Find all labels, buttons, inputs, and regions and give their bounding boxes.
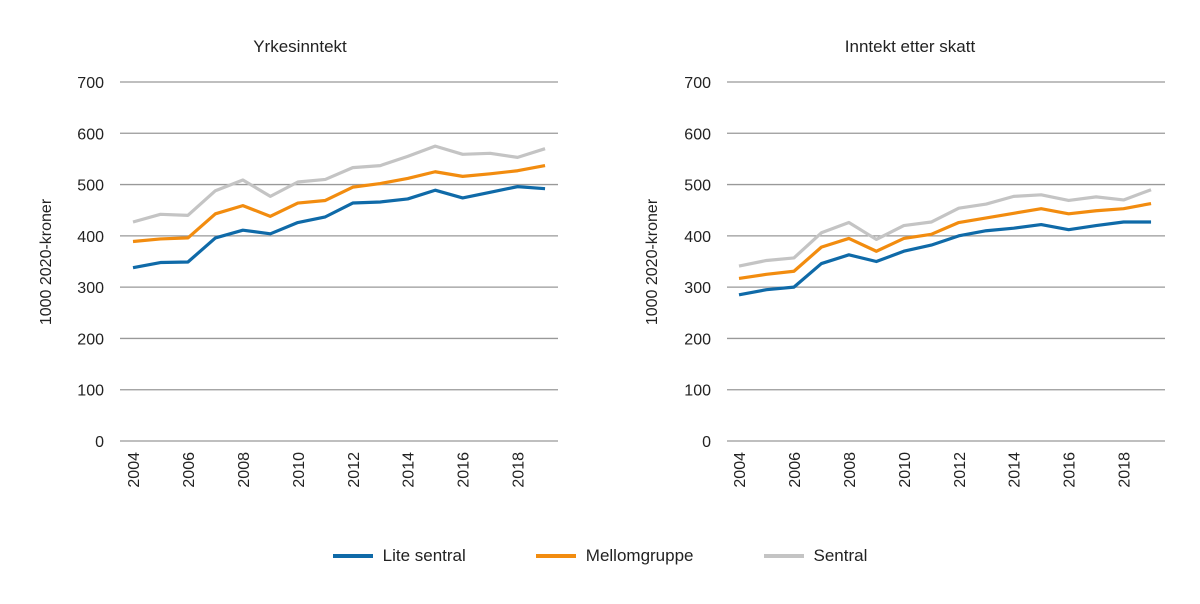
x-tick-label: 2018 bbox=[1117, 452, 1134, 488]
x-tick-label: 2018 bbox=[511, 452, 528, 488]
legend-swatch bbox=[332, 554, 373, 558]
x-tick-label: 2006 bbox=[181, 452, 198, 488]
legend: Lite sentral Mellomgruppe Sentral bbox=[0, 546, 1200, 566]
y-tick-label: 200 bbox=[77, 331, 104, 348]
y-tick-label: 100 bbox=[77, 383, 104, 400]
y-tick-label: 300 bbox=[77, 280, 104, 297]
legend-label: Lite sentral bbox=[382, 546, 466, 565]
x-tick-label: 2006 bbox=[787, 452, 804, 488]
x-tick-label: 2014 bbox=[401, 452, 418, 488]
series-line-lite-sentral bbox=[132, 185, 546, 270]
y-tick-label: 600 bbox=[684, 126, 711, 143]
y-tick-label: 500 bbox=[684, 178, 711, 195]
legend-item-sentral: Sentral bbox=[763, 546, 868, 566]
x-tick-label: 2014 bbox=[1007, 452, 1024, 488]
y-tick-label: 200 bbox=[684, 331, 711, 348]
y-tick-label: 400 bbox=[684, 229, 711, 246]
legend-swatch bbox=[763, 554, 804, 558]
x-tick-label: 2010 bbox=[897, 452, 914, 488]
y-axis-label: 1000 2020-kroner bbox=[644, 198, 661, 325]
y-axis-label: 1000 2020-kroner bbox=[38, 198, 55, 325]
y-tick-label: 500 bbox=[77, 178, 104, 195]
legend-swatch bbox=[535, 554, 576, 558]
chart-1: Yrkesinntekt 0 100 200 300 400 500 600 700 1000 2… bbox=[38, 37, 558, 488]
legend-label: Sentral bbox=[813, 546, 868, 565]
y-tick-label: 0 bbox=[95, 434, 104, 451]
series-line-mellomgruppe bbox=[738, 201, 1152, 281]
x-tick-label: 2004 bbox=[732, 452, 749, 488]
x-tick-label: 2010 bbox=[291, 452, 308, 488]
x-tick-label: 2008 bbox=[842, 452, 859, 488]
y-tick-label: 700 bbox=[77, 75, 104, 92]
chart-title: Inntekt etter skatt bbox=[845, 37, 976, 56]
x-tick-label: 2008 bbox=[236, 452, 253, 488]
series-line-mellomgruppe bbox=[132, 164, 546, 244]
chart-title: Yrkesinntekt bbox=[253, 37, 347, 56]
y-tick-label: 100 bbox=[684, 383, 711, 400]
x-tick-label: 2012 bbox=[346, 452, 363, 488]
x-tick-label: 2004 bbox=[126, 452, 143, 488]
y-tick-label: 700 bbox=[684, 75, 711, 92]
x-tick-label: 2016 bbox=[1062, 452, 1079, 488]
series-line-lite-sentral bbox=[738, 220, 1152, 297]
legend-item-mellomgruppe: Mellomgruppe bbox=[535, 546, 694, 566]
legend-label: Mellomgruppe bbox=[585, 546, 694, 565]
y-tick-label: 0 bbox=[702, 434, 711, 451]
y-tick-label: 600 bbox=[77, 126, 104, 143]
x-tick-label: 2016 bbox=[456, 452, 473, 488]
x-tick-label: 2012 bbox=[952, 452, 969, 488]
y-tick-label: 400 bbox=[77, 229, 104, 246]
series-line-sentral bbox=[132, 144, 546, 224]
chart-2: Inntekt etter skatt 0 100 200 300 400 500 600 70… bbox=[644, 37, 1165, 488]
y-tick-label: 300 bbox=[684, 280, 711, 297]
legend-item-lite-sentral: Lite sentral bbox=[332, 546, 466, 566]
series-line-sentral bbox=[738, 188, 1152, 268]
